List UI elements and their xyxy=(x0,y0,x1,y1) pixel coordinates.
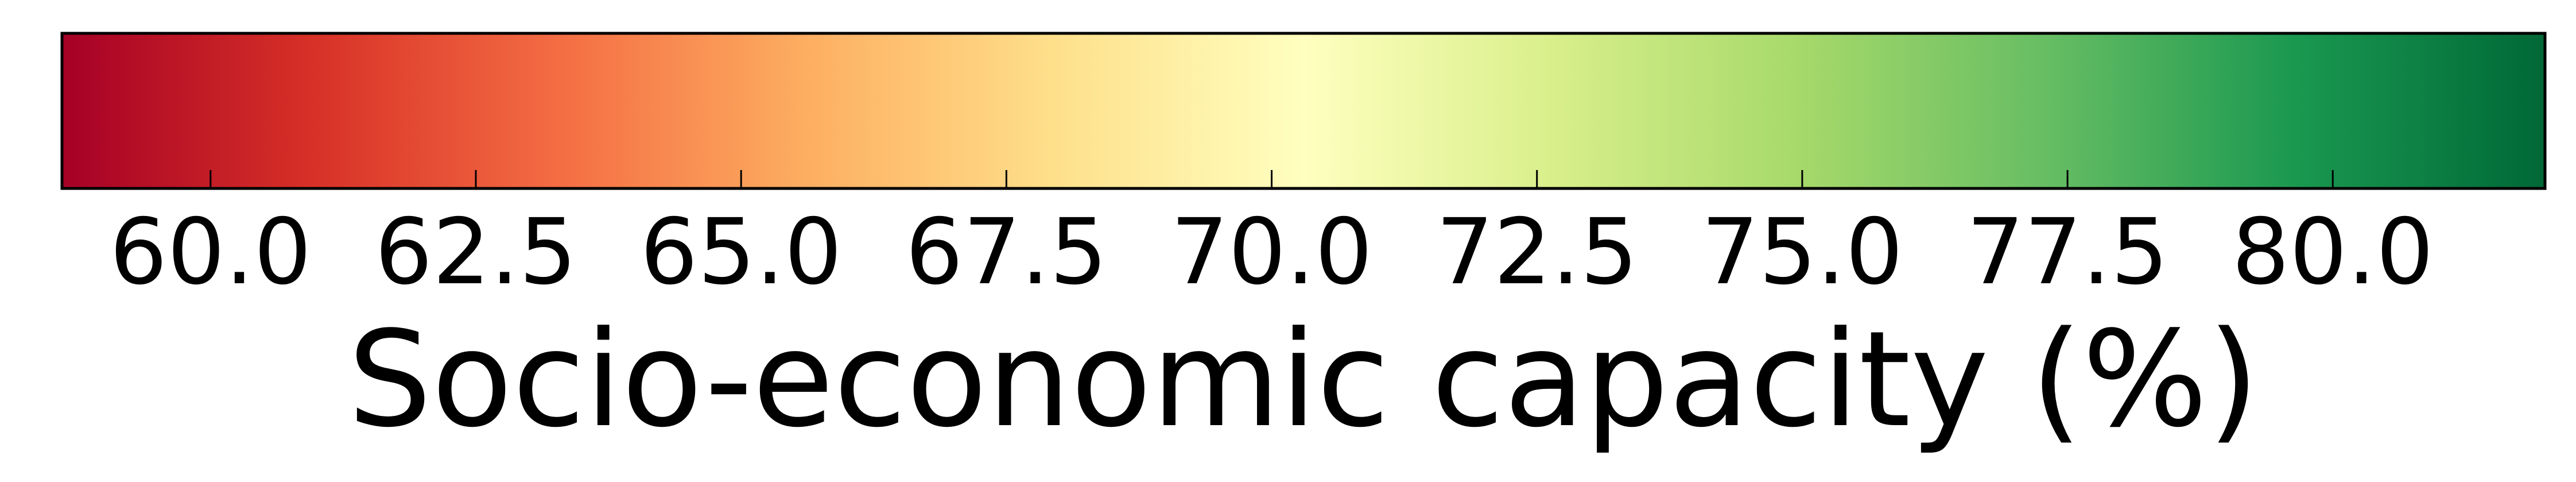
colorbar-tick-label: 70.0 xyxy=(1171,199,1373,305)
colorbar-tick-label: 77.5 xyxy=(1966,199,2168,305)
colorbar-gradient xyxy=(62,33,2545,188)
colorbar-frame xyxy=(60,32,2547,190)
colorbar-tick-label: 65.0 xyxy=(640,199,842,305)
tick-marks xyxy=(210,170,2334,188)
colorbar-tick-label: 80.0 xyxy=(2232,199,2434,305)
tick-labels: 60.0 62.5 65.0 67.5 70.0 72.5 75.0 77.5 80.0 xyxy=(110,199,2434,305)
colorbar-axis-label: Socio-economic capacity (%) xyxy=(348,303,2259,457)
colorbar-tick-label: 60.0 xyxy=(110,199,312,305)
colorbar-tick-label: 72.5 xyxy=(1436,199,1638,305)
colorbar-tick-label: 75.0 xyxy=(1701,199,1903,305)
colorbar-tick-label: 67.5 xyxy=(905,199,1107,305)
colorbar-tick-label: 62.5 xyxy=(375,199,577,305)
